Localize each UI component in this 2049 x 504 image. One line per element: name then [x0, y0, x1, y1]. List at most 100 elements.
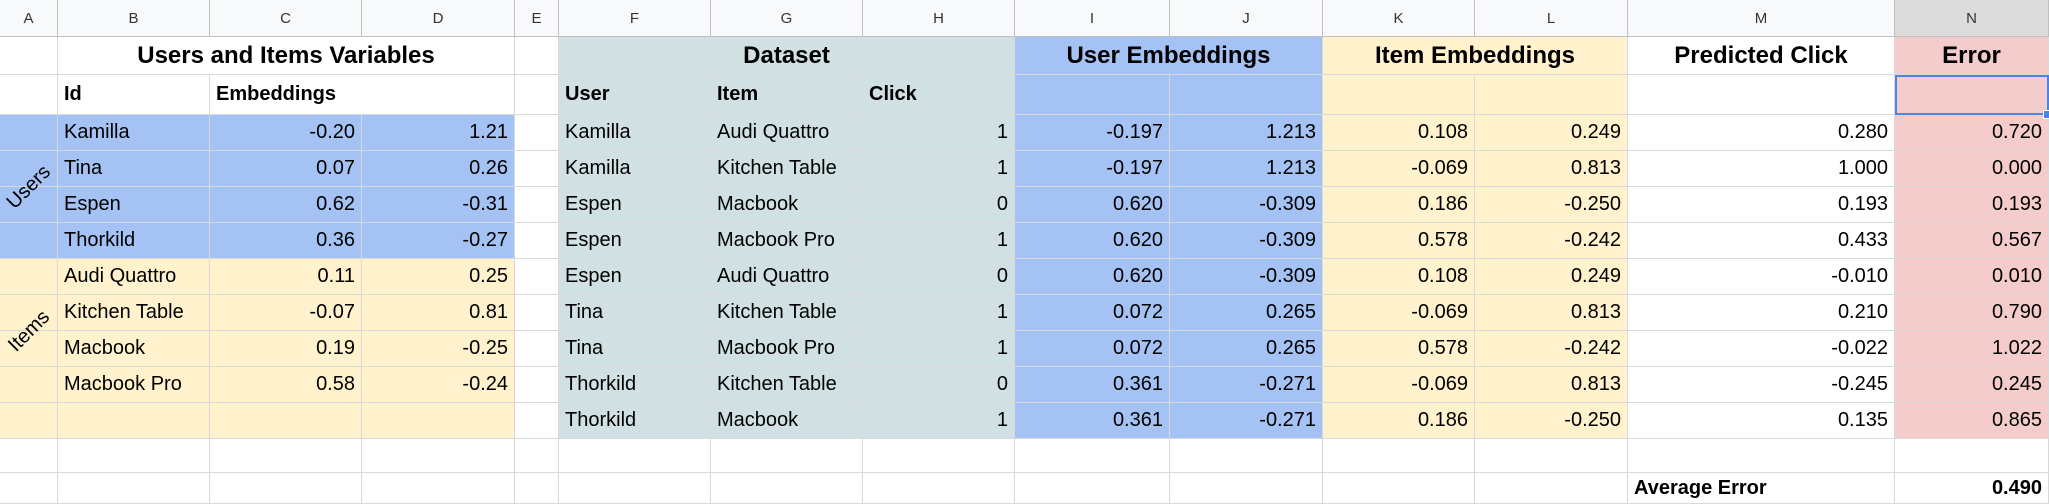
blank-cell[interactable]: [1323, 439, 1475, 473]
item-embedding-1[interactable]: 0.186: [1323, 403, 1475, 439]
dataset-click[interactable]: 1: [863, 295, 1015, 331]
user-embedding-2[interactable]: -0.271: [1170, 403, 1323, 439]
variable-name[interactable]: Macbook Pro: [58, 367, 210, 403]
variable-embedding-2[interactable]: -0.25: [362, 331, 515, 367]
dataset-user[interactable]: Kamilla: [559, 151, 711, 187]
blank-cell[interactable]: [1170, 439, 1323, 473]
cell-m2[interactable]: [1628, 75, 1895, 115]
blank-cell[interactable]: [863, 473, 1015, 504]
variable-embedding-1[interactable]: 0.62: [210, 187, 362, 223]
dataset-user[interactable]: Espen: [559, 259, 711, 295]
variable-name[interactable]: [58, 403, 210, 439]
error-value[interactable]: 0.790: [1895, 295, 2049, 331]
variable-name[interactable]: Kitchen Table: [58, 295, 210, 331]
cell-n2-selected[interactable]: [1895, 75, 2049, 115]
column-header-k[interactable]: K: [1323, 0, 1475, 37]
dataset-item[interactable]: Kitchen Table: [711, 151, 863, 187]
variable-embedding-1[interactable]: [210, 403, 362, 439]
item-embedding-2[interactable]: -0.242: [1475, 223, 1628, 259]
column-header-m[interactable]: M: [1628, 0, 1895, 37]
item-embedding-1[interactable]: 0.578: [1323, 331, 1475, 367]
cell-a2[interactable]: [0, 75, 58, 115]
dataset-click[interactable]: 1: [863, 223, 1015, 259]
cell-e-blank[interactable]: [515, 403, 559, 439]
user-embedding-1[interactable]: 0.072: [1015, 295, 1170, 331]
item-embedding-2[interactable]: 0.813: [1475, 151, 1628, 187]
column-header-j[interactable]: J: [1170, 0, 1323, 37]
group-cell[interactable]: [0, 295, 58, 331]
group-cell[interactable]: [0, 151, 58, 187]
column-header-h[interactable]: H: [863, 0, 1015, 37]
item-embedding-2[interactable]: -0.250: [1475, 403, 1628, 439]
cell-a1[interactable]: [0, 37, 58, 75]
title-user-embeddings[interactable]: User Embeddings: [1015, 37, 1323, 75]
user-embedding-1[interactable]: 0.361: [1015, 367, 1170, 403]
item-embedding-2[interactable]: 0.249: [1475, 115, 1628, 151]
dataset-item[interactable]: Audi Quattro: [711, 115, 863, 151]
error-value[interactable]: 0.245: [1895, 367, 2049, 403]
dataset-user[interactable]: Thorkild: [559, 403, 711, 439]
dataset-item[interactable]: Macbook: [711, 187, 863, 223]
predicted-click[interactable]: -0.245: [1628, 367, 1895, 403]
blank-cell[interactable]: [1475, 439, 1628, 473]
dataset-user[interactable]: Thorkild: [559, 367, 711, 403]
average-error-value[interactable]: 0.490: [1895, 473, 2049, 504]
group-cell[interactable]: [0, 223, 58, 259]
variable-name[interactable]: Espen: [58, 187, 210, 223]
subheader-user[interactable]: User: [559, 75, 711, 115]
dataset-item[interactable]: Kitchen Table: [711, 367, 863, 403]
user-embedding-2[interactable]: -0.309: [1170, 187, 1323, 223]
predicted-click[interactable]: 0.135: [1628, 403, 1895, 439]
subheader-click[interactable]: Click: [863, 75, 1015, 115]
predicted-click[interactable]: 1.000: [1628, 151, 1895, 187]
variable-embedding-1[interactable]: 0.07: [210, 151, 362, 187]
dataset-user[interactable]: Espen: [559, 223, 711, 259]
variable-name[interactable]: Audi Quattro: [58, 259, 210, 295]
column-header-l[interactable]: L: [1475, 0, 1628, 37]
cell-e2[interactable]: [515, 75, 559, 115]
variable-embedding-2[interactable]: -0.27: [362, 223, 515, 259]
selection-fill-handle[interactable]: [2043, 110, 2049, 119]
variable-embedding-2[interactable]: -0.24: [362, 367, 515, 403]
user-embedding-2[interactable]: 1.213: [1170, 115, 1323, 151]
blank-cell[interactable]: [58, 439, 210, 473]
item-embedding-2[interactable]: 0.813: [1475, 295, 1628, 331]
user-embedding-2[interactable]: -0.271: [1170, 367, 1323, 403]
dataset-click[interactable]: 1: [863, 403, 1015, 439]
variable-embedding-1[interactable]: -0.20: [210, 115, 362, 151]
cell-e-blank[interactable]: [515, 367, 559, 403]
user-embedding-2[interactable]: -0.309: [1170, 259, 1323, 295]
column-header-a[interactable]: A: [0, 0, 58, 37]
blank-cell[interactable]: [210, 439, 362, 473]
variable-embedding-1[interactable]: 0.58: [210, 367, 362, 403]
group-cell[interactable]: [0, 403, 58, 439]
blank-cell[interactable]: [515, 473, 559, 504]
predicted-click[interactable]: -0.010: [1628, 259, 1895, 295]
error-value[interactable]: 0.000: [1895, 151, 2049, 187]
item-embedding-1[interactable]: 0.108: [1323, 115, 1475, 151]
user-embedding-2[interactable]: -0.309: [1170, 223, 1323, 259]
blank-cell[interactable]: [1323, 473, 1475, 504]
error-value[interactable]: 0.193: [1895, 187, 2049, 223]
subheader-item[interactable]: Item: [711, 75, 863, 115]
dataset-item[interactable]: Kitchen Table: [711, 295, 863, 331]
column-header-i[interactable]: I: [1015, 0, 1170, 37]
cell-e-blank[interactable]: [515, 295, 559, 331]
variable-embedding-1[interactable]: 0.36: [210, 223, 362, 259]
item-embedding-1[interactable]: -0.069: [1323, 367, 1475, 403]
column-header-f[interactable]: F: [559, 0, 711, 37]
user-embedding-1[interactable]: 0.620: [1015, 259, 1170, 295]
blank-cell[interactable]: [58, 473, 210, 504]
title-predicted-click[interactable]: Predicted Click: [1628, 37, 1895, 75]
item-embedding-1[interactable]: 0.578: [1323, 223, 1475, 259]
subheader-embeddings[interactable]: Embeddings: [210, 75, 515, 115]
variable-embedding-2[interactable]: 0.25: [362, 259, 515, 295]
subheader-id[interactable]: Id: [58, 75, 210, 115]
cell-e-blank[interactable]: [515, 331, 559, 367]
cell-e-blank[interactable]: [515, 187, 559, 223]
cell-j2[interactable]: [1170, 75, 1323, 115]
cell-k2[interactable]: [1323, 75, 1475, 115]
variable-name[interactable]: Kamilla: [58, 115, 210, 151]
blank-cell[interactable]: [559, 473, 711, 504]
predicted-click[interactable]: 0.433: [1628, 223, 1895, 259]
